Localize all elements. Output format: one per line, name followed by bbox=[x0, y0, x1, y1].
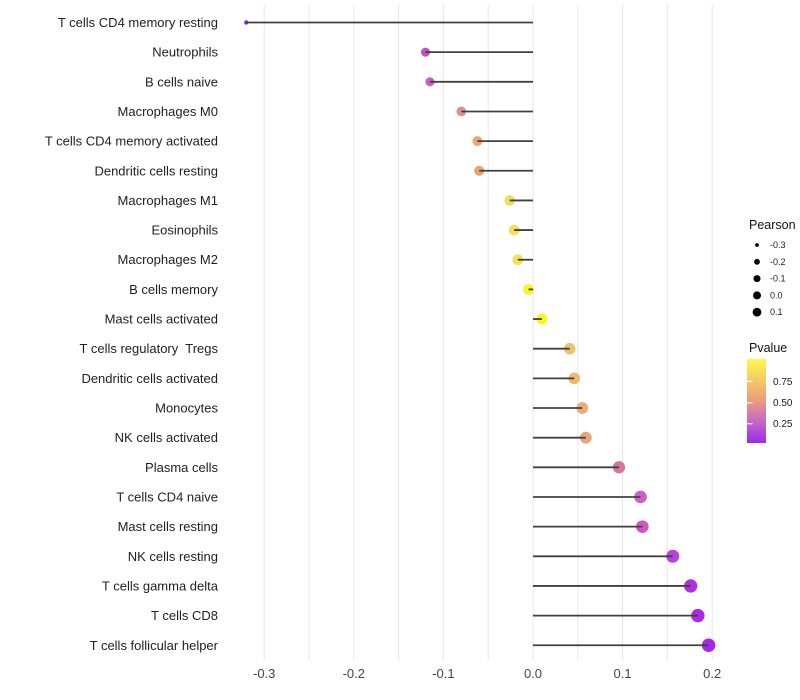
legend-size-label: 0.0 bbox=[770, 290, 783, 300]
y-axis-label: NK cells resting bbox=[128, 549, 218, 564]
x-axis-tick-label: 0.2 bbox=[703, 666, 721, 681]
y-axis-label: Mast cells resting bbox=[118, 519, 218, 534]
legend-size-label: -0.2 bbox=[770, 257, 786, 267]
x-axis-tick-label: -0.1 bbox=[432, 666, 454, 681]
y-axis-label: NK cells activated bbox=[115, 430, 218, 445]
y-axis-label: Eosinophils bbox=[152, 223, 219, 238]
lollipop-stems bbox=[246, 21, 709, 647]
legend-size-label: -0.3 bbox=[770, 240, 786, 250]
y-axis-label: T cells CD4 memory resting bbox=[58, 15, 218, 30]
lollipop-dot bbox=[512, 254, 524, 266]
legend-size-dot bbox=[752, 307, 762, 317]
pvalue-gradient-bar bbox=[747, 359, 766, 443]
pvalue-tick-label: 0.50 bbox=[773, 398, 793, 409]
y-axis-label: B cells memory bbox=[129, 282, 218, 297]
y-axis-label: T cells gamma delta bbox=[102, 578, 219, 593]
pvalue-tick-label: 0.25 bbox=[773, 419, 793, 430]
lollipop-dots bbox=[244, 20, 716, 653]
y-axis-label: T cells follicular helper bbox=[90, 638, 219, 653]
y-axis-label: Plasma cells bbox=[145, 460, 218, 475]
legend-pearson-title: Pearson bbox=[749, 218, 796, 232]
legend-size-dot bbox=[754, 258, 760, 265]
x-axis-tick-label: 0.1 bbox=[614, 666, 632, 681]
y-axis-label: Neutrophils bbox=[152, 45, 218, 60]
x-axis-labels: -0.3 -0.2 -0.1 0.0 0.1 0.2 bbox=[253, 666, 721, 681]
legend: -0.3 -0.2 -0.1 0.0 0.1 0.75 0.50 0.25 bbox=[747, 240, 793, 443]
grid-lines bbox=[263, 5, 713, 660]
lollipop-dot bbox=[684, 579, 698, 593]
y-axis-label: Macrophages M0 bbox=[118, 104, 218, 119]
lollipop-dot bbox=[425, 77, 435, 87]
legend-size-label: -0.1 bbox=[770, 274, 786, 284]
y-axis-label: B cells naive bbox=[145, 74, 218, 89]
y-axis-label: T cells CD8 bbox=[151, 608, 218, 623]
y-axis-label: T cells CD4 naive bbox=[116, 489, 218, 504]
legend-size-dot bbox=[753, 275, 761, 283]
x-axis-tick-label: -0.2 bbox=[343, 666, 365, 681]
y-axis-label: Dendritic cells resting bbox=[94, 163, 218, 178]
y-axis-label: T cells regulatory Tregs bbox=[80, 341, 219, 356]
y-axis-labels: T cells CD4 memory resting Neutrophils B c… bbox=[45, 15, 219, 653]
y-axis-label: Dendritic cells activated bbox=[81, 371, 218, 386]
legend-size-dot bbox=[755, 243, 759, 247]
x-axis-tick-label: -0.3 bbox=[253, 666, 275, 681]
y-axis-label: Mast cells activated bbox=[105, 312, 218, 327]
y-axis-label: Macrophages M1 bbox=[118, 193, 218, 208]
lollipop-dot bbox=[420, 47, 431, 57]
pvalue-tick-label: 0.75 bbox=[773, 377, 793, 388]
x-axis-tick-label: 0.0 bbox=[524, 666, 542, 681]
legend-pvalue-title: Pvalue bbox=[749, 341, 788, 355]
y-axis-label: Macrophages M2 bbox=[118, 252, 218, 267]
legend-size-dot bbox=[753, 291, 761, 300]
y-axis-label: T cells CD4 memory activated bbox=[45, 134, 218, 149]
legend-size-label: 0.1 bbox=[770, 307, 783, 317]
y-axis-label: Monocytes bbox=[155, 401, 218, 416]
